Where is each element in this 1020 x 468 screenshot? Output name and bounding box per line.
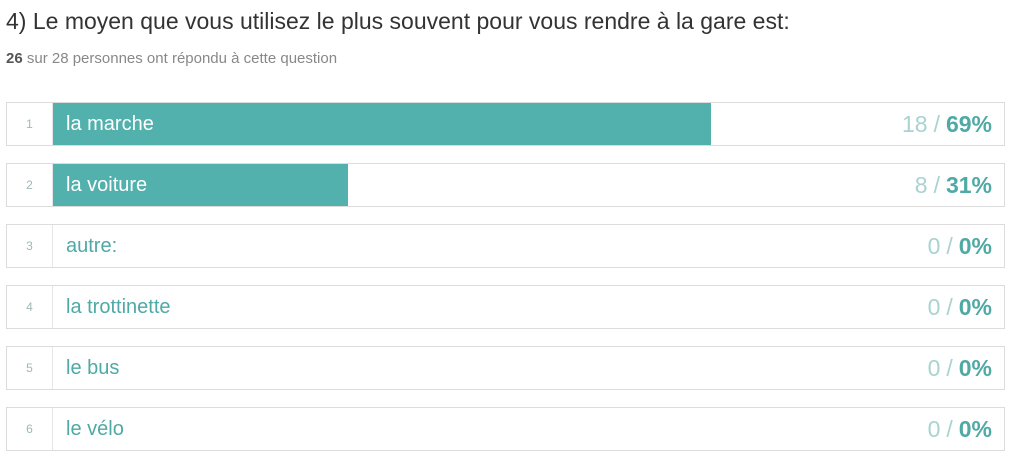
option-label: autre: [66,234,118,257]
option-label: le vélo [66,417,124,440]
stat-separator: / [946,415,953,442]
option-percent: 0% [958,293,992,320]
response-summary-text: sur 28 personnes ont répondu à cette que… [22,50,338,67]
option-percent: 0% [958,232,992,259]
option-bar [53,164,348,206]
option-stat: 0/0% [928,225,992,267]
option-row: 1 la marche 18/69% [6,102,1005,146]
option-label: la marche [66,112,154,135]
option-stat: 0/0% [928,347,992,389]
option-bar-track: la marche 18/69% [53,103,1004,145]
option-rank: 2 [7,164,53,206]
option-row: 2 la voiture 8/31% [6,163,1005,207]
option-rank: 5 [7,347,53,389]
option-percent: 0% [958,354,992,381]
option-bar-track: le vélo 0/0% [53,408,1004,450]
option-label: la voiture [66,173,148,196]
option-rank: 3 [7,225,53,267]
response-summary: 26 sur 28 personnes ont répondu à cette … [6,50,337,67]
option-count: 0 [927,232,941,259]
option-bar-track: la voiture 8/31% [53,164,1004,206]
option-stat: 0/0% [928,408,992,450]
option-rank: 1 [7,103,53,145]
option-label: le bus [66,356,120,379]
option-row: 3 autre: 0/0% [6,224,1005,268]
option-count: 8 [914,171,928,198]
option-rank: 6 [7,408,53,450]
option-bar-track: la trottinette 0/0% [53,286,1004,328]
answered-count: 26 [6,50,23,67]
option-percent: 0% [958,415,992,442]
option-stat: 18/69% [902,103,992,145]
stat-separator: / [946,232,953,259]
stat-separator: / [946,293,953,320]
stat-separator: / [933,171,940,198]
option-percent: 69% [945,110,992,137]
option-rank: 4 [7,286,53,328]
option-bar [53,103,711,145]
stat-separator: / [946,354,953,381]
option-percent: 31% [945,171,992,198]
option-label: la trottinette [66,295,171,318]
option-row: 4 la trottinette 0/0% [6,285,1005,329]
question-title: 4) Le moyen que vous utilisez le plus so… [6,8,790,34]
option-row: 5 le bus 0/0% [6,346,1005,390]
option-bar-track: autre: 0/0% [53,225,1004,267]
option-bar-track: le bus 0/0% [53,347,1004,389]
option-stat: 0/0% [928,286,992,328]
option-count: 0 [927,354,941,381]
stat-separator: / [933,110,940,137]
option-row: 6 le vélo 0/0% [6,407,1005,451]
option-stat: 8/31% [915,164,992,206]
answer-options-chart: 1 la marche 18/69% 2 la voiture 8/31% 3 autre: 0… [6,102,1005,468]
option-count: 0 [927,415,941,442]
option-count: 0 [927,293,941,320]
option-count: 18 [901,110,928,137]
